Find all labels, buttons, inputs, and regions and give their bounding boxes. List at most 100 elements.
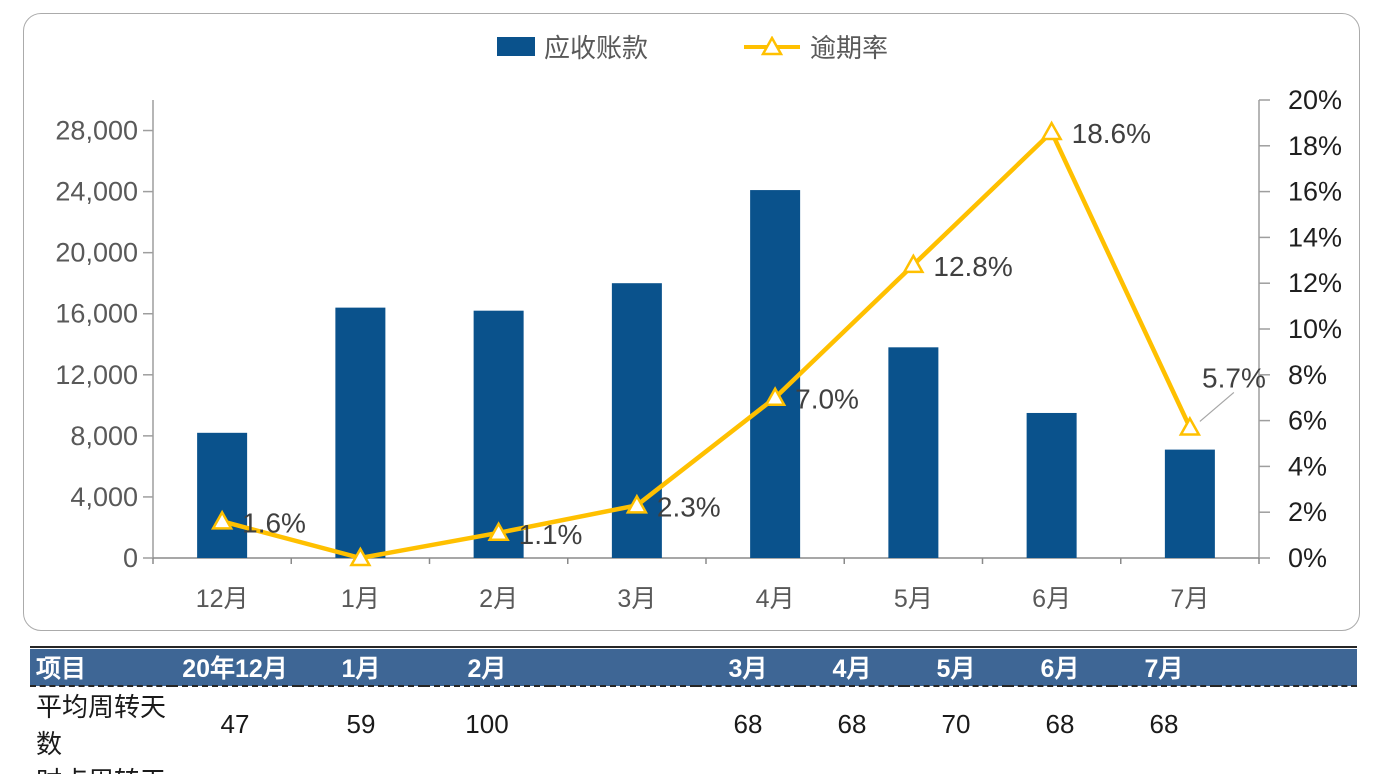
x-axis-label: 4月 [756,585,795,613]
overdue-rate-line [219,129,1193,561]
table-header-spacer [550,649,696,686]
data-label: 1.1% [519,519,583,550]
line-series-swatch-icon [744,35,800,55]
bar-5月 [888,347,939,558]
table-cell: 70 [298,761,424,774]
right-axis-tick-label: 10% [1288,314,1342,344]
data-label: 18.6% [1072,118,1151,149]
left-axis-tick-label: 28,000 [55,116,138,146]
table-cell-spacer [1216,761,1357,774]
right-axis-tick-label: 12% [1288,268,1342,298]
left-axis-tick-label: 16,000 [55,299,138,329]
table-cell: 68 [1112,685,1216,761]
table-header-cell: 4月 [800,649,904,686]
summary-table: 项目 20年12月 1月 2月 3月 4月 5月 6月 7月 平均周转天数 47 59 100 68 68… [30,649,1357,774]
x-axis-label: 3月 [617,585,656,613]
table-cell: 98 [424,761,550,774]
legend-item-overdue-rate: 逾期率 [743,28,888,65]
left-axis-tick-label: 4,000 [70,482,138,512]
table-header-cell: 1月 [298,649,424,686]
table-row-label: 平均周转天数 [30,685,172,761]
right-axis-tick-label: 8% [1288,360,1327,390]
table-cell-spacer [550,685,696,761]
line-marker-1月 [349,546,372,567]
chart-legend: 应收账款 逾期率 [0,28,1385,65]
legend-label-overdue-rate: 逾期率 [810,33,889,63]
bar-1月 [335,307,386,558]
table-cell: 47 [172,685,298,761]
data-label: 5.7% [1202,362,1266,393]
line-marker-4月 [763,386,787,406]
right-axis-tick-label: 6% [1288,406,1327,436]
line-marker-5月 [902,253,925,274]
left-axis-tick-label: 8,000 [70,421,138,451]
right-axis-tick-label: 14% [1288,222,1342,252]
table-row: 时点周转天数1970987861516147 [30,761,1357,774]
table-cell: 61 [1008,761,1112,774]
line-marker-12月 [210,509,234,530]
table-header-cell: 项目 [30,649,172,686]
data-label: 2.3% [657,491,721,522]
left-axis-tick-label: 12,000 [55,360,138,390]
x-axis-label: 12月 [196,585,249,613]
table-row-label: 时点周转天数 [30,761,172,774]
table-cell: 78 [696,761,800,774]
x-axis-label: 5月 [894,585,933,613]
x-axis-label: 2月 [479,585,518,613]
left-axis-tick-label: 24,000 [55,177,138,207]
line-marker-7月 [1178,415,1202,436]
data-label: 12.8% [933,251,1012,282]
table-cell: 70 [904,685,1008,761]
table-header-cell: 7月 [1112,649,1216,686]
table-header-cell: 20年12月 [172,649,298,686]
bar-12月 [197,432,248,558]
table-cell: 68 [1008,685,1112,761]
right-axis-tick-label: 16% [1288,177,1342,207]
bar-6月 [1026,412,1077,558]
table-header-spacer [1216,649,1357,686]
x-axis-label: 1月 [341,585,380,613]
right-axis-tick-label: 2% [1288,497,1327,527]
table-header-cell: 6月 [1008,649,1112,686]
right-axis-tick-label: 20% [1288,85,1342,115]
table-cell: 51 [904,761,1008,774]
table-header-cell: 2月 [424,649,550,686]
right-axis-tick-label: 18% [1288,131,1342,161]
table-cell: 100 [424,685,550,761]
table-header-row: 项目 20年12月 1月 2月 3月 4月 5月 6月 7月 [30,649,1357,686]
bar-3月 [611,283,662,558]
table-cell: 47 [1112,761,1216,774]
line-marker-6月 [1040,120,1063,141]
left-axis-tick-label: 0 [123,543,138,573]
legend-item-receivables: 应收账款 [496,28,648,65]
right-axis-tick-label: 4% [1288,451,1327,481]
left-axis-tick-label: 20,000 [55,238,138,268]
table-cell-spacer [550,761,696,774]
summary-table-section: 项目 20年12月 1月 2月 3月 4月 5月 6月 7月 平均周转天数 47 59 100 68 68… [30,646,1357,774]
data-label-leader-line [1199,392,1235,422]
table-top-border [30,646,1357,648]
table-cell: 68 [800,685,904,761]
table-row: 平均周转天数 47 59 100 68 68 70 68 68 [30,685,1357,761]
line-marker-3月 [625,493,649,514]
data-label: 7.0% [795,384,859,415]
line-marker-2月 [487,521,510,542]
legend-label-receivables: 应收账款 [543,33,648,63]
bar-series-swatch-icon [496,37,535,56]
table-cell-spacer [1216,685,1357,761]
bar-4月 [750,190,801,558]
x-axis-label: 6月 [1032,585,1071,613]
table-header-cell: 3月 [696,649,800,686]
bar-7月 [1164,449,1215,558]
table-cell: 59 [298,685,424,761]
x-axis-label: 7月 [1170,585,1209,613]
table-cell: 19 [172,761,298,774]
table-cell: 68 [696,685,800,761]
right-axis-tick-label: 0% [1288,543,1327,573]
data-label: 1.6% [242,507,306,538]
table-header-cell: 5月 [904,649,1008,686]
table-cell: 61 [800,761,904,774]
bar-2月 [473,310,524,558]
